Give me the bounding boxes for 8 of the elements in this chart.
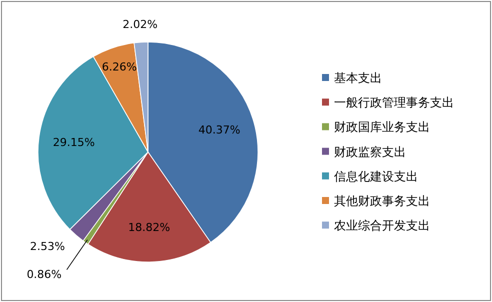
data-label: 6.26% [102, 60, 137, 74]
data-label: 29.15% [52, 136, 95, 149]
data-label: 18.82% [128, 220, 170, 234]
legend-label: 基本支出 [334, 71, 382, 85]
data-label: 40.37% [198, 124, 240, 137]
data-label: 2.53% [30, 240, 65, 254]
data-label: 0.86% [26, 268, 62, 282]
data-label: 2.02% [122, 18, 158, 31]
